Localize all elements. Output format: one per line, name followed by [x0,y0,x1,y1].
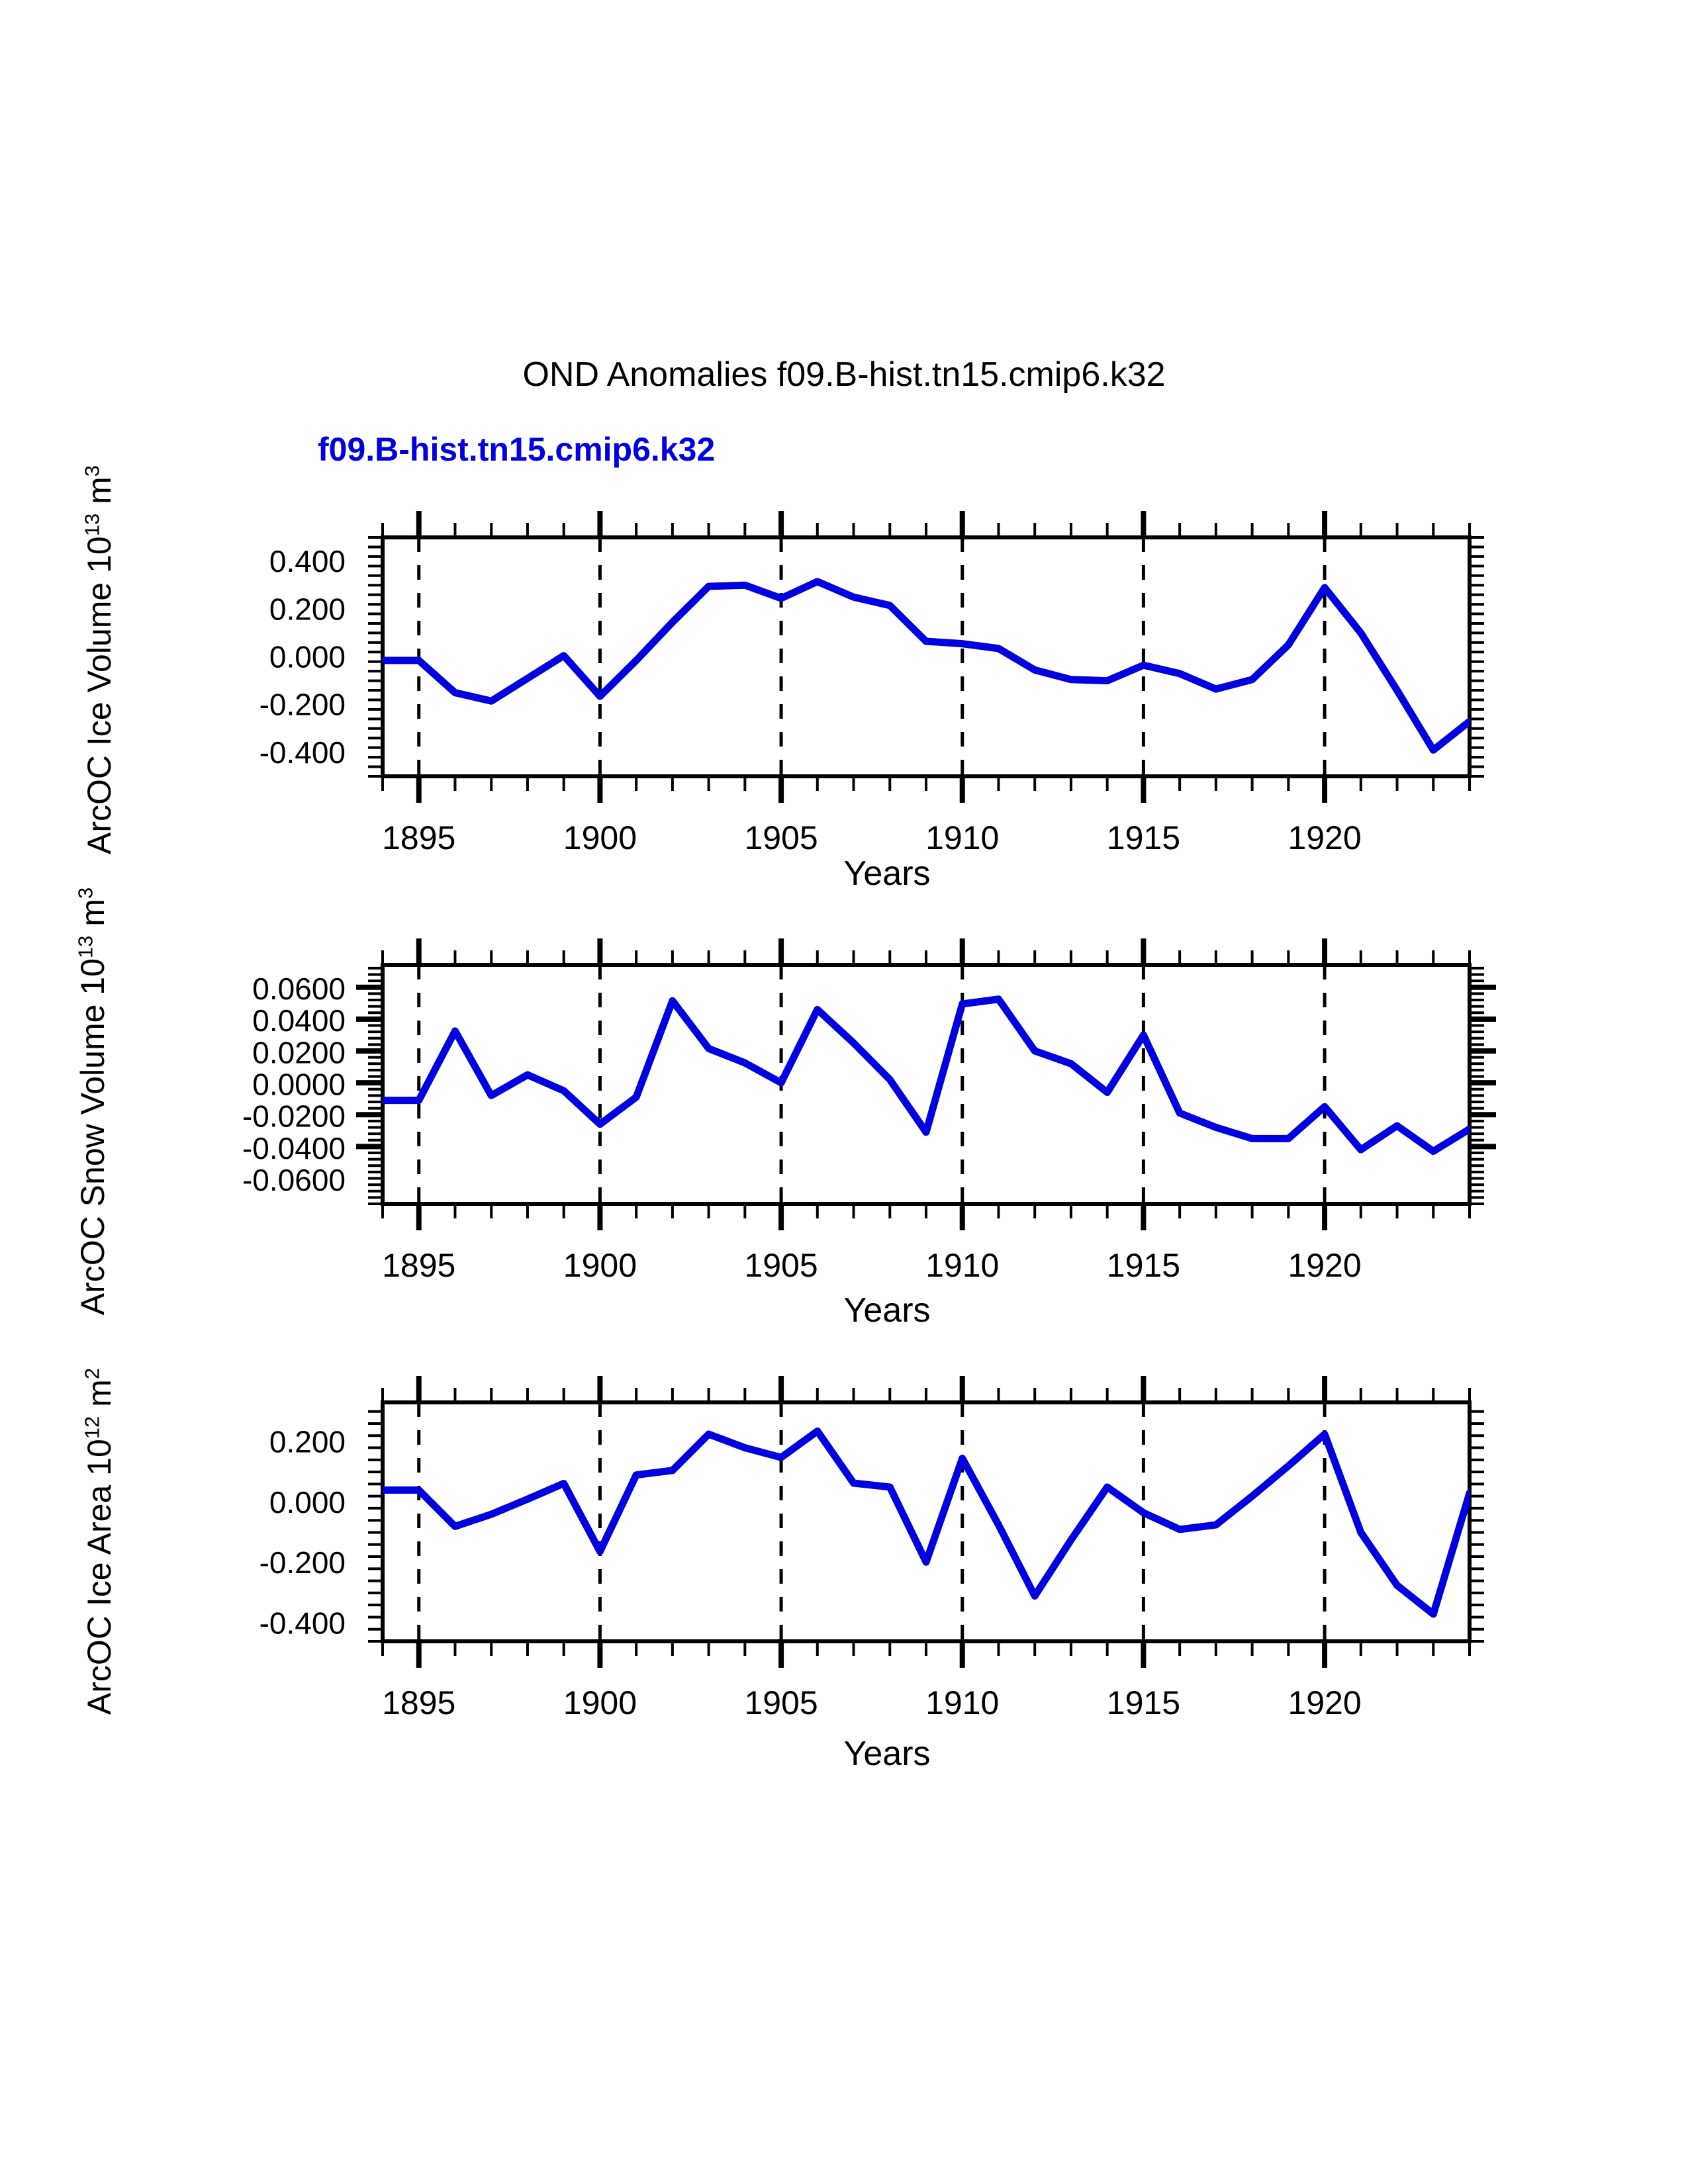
x-tick-label: 1915 [1107,1684,1180,1721]
data-series-line[interactable] [383,578,1470,754]
panel2-y-axis-title-unit-exp: 3 [73,887,97,899]
x-tick-label: 1910 [925,1247,999,1284]
x-tick-label: 1900 [563,819,637,856]
panel3-x-axis-title: Years [843,1735,931,1773]
y-tick-label: 0.000 [269,640,346,674]
x-tick-label: 1915 [1107,1247,1180,1284]
y-tick-label: 0.200 [269,1424,346,1459]
x-tick-label: 1910 [925,1684,999,1721]
x-tick-label: 1910 [925,819,999,856]
panel1-x-axis-title: Years [843,854,931,893]
y-tick-label: 0.000 [269,1485,346,1520]
y-tick-label: -0.200 [259,688,346,722]
x-tick-label: 1895 [382,1247,455,1284]
panel2-y-axis-title-unit-m: m [74,899,111,927]
y-tick-label: -0.0400 [242,1131,346,1165]
y-tick-label: 0.0400 [252,1003,346,1038]
data-series-line[interactable] [383,995,1470,1156]
page-title: OND Anomalies f09.B-hist.tn15.cmip6.k32 [522,355,1166,394]
y-tick-label: 0.200 [269,592,346,626]
x-tick-label: 1905 [744,819,818,856]
y-tick-label: 0.400 [269,544,346,578]
y-tick-label: -0.400 [259,1606,346,1641]
x-tick-label: 1895 [382,1684,455,1721]
y-tick-label: 0.0200 [252,1035,346,1069]
y-tick-label: -0.0200 [242,1099,346,1134]
x-tick-label: 1905 [744,1247,818,1284]
panel2-plot[interactable]: 0.06000.04000.02000.0000-0.0200-0.0400-0… [0,927,1523,1284]
y-tick-label: 0.0600 [252,972,346,1006]
x-tick-label: 1920 [1288,819,1361,856]
data-series-line[interactable] [383,1427,1470,1618]
panel1-plot[interactable]: 0.400 0.200 0.000 -0.200 -0.400 1895 1900 1905 1… [0,490,1523,856]
panel2-x-axis-title: Years [843,1291,931,1330]
x-tick-label: 1900 [563,1684,637,1721]
panel1-y-axis-title-unit-exp: 3 [80,465,104,477]
x-tick-label: 1905 [744,1684,818,1721]
x-tick-label: 1900 [563,1247,637,1284]
plot-frame [381,535,1472,778]
panel3-plot[interactable]: 0.200 0.000 -0.200 -0.400 1895 1900 1905 1910 19… [0,1363,1523,1721]
x-tick-label: 1915 [1107,819,1180,856]
y-tick-label: -0.400 [259,735,346,770]
x-tick-label: 1920 [1288,1684,1361,1721]
y-tick-label: -0.200 [259,1545,346,1580]
y-tick-label: -0.0600 [242,1163,346,1197]
x-tick-label: 1920 [1288,1247,1361,1284]
x-tick-label: 1895 [382,819,455,856]
legend-entry-label: f09.B-hist.tn15.cmip6.k32 [318,431,716,468]
plot-frame [381,1400,1472,1643]
y-tick-label: 0.0000 [252,1068,346,1102]
